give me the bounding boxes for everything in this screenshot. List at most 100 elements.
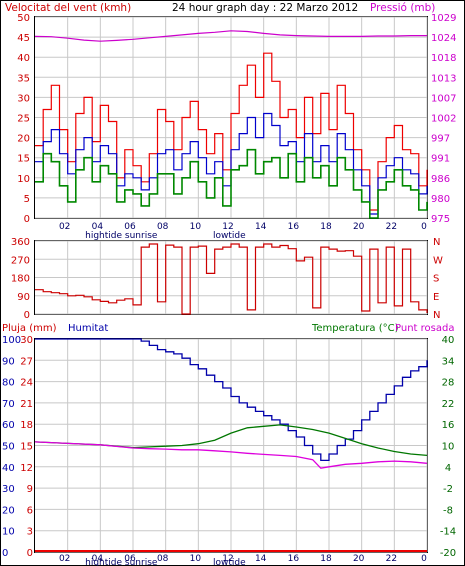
humidity-tick-label: 100 — [2, 335, 21, 346]
direction-tick-label: 0 — [24, 310, 30, 321]
top-hour-label: 20 — [353, 222, 365, 232]
compass-tick-label: W — [433, 255, 443, 266]
pressure-tick-label: 1007 — [431, 93, 456, 104]
dewpoint-line — [34, 441, 428, 469]
pressure-tick-label: 991 — [431, 154, 450, 165]
top-hour-label: 06 — [124, 222, 136, 232]
pressure-tick-label: 1013 — [431, 73, 456, 84]
wind_avg-line — [35, 112, 428, 215]
bottom-hour-label: 04 — [92, 554, 104, 564]
bottom-hour-label: 06 — [124, 554, 136, 564]
rain-tick-label: 24 — [20, 378, 33, 389]
bottom-hour-label: 08 — [157, 554, 169, 564]
temperature-tick-label: 22 — [442, 399, 455, 410]
direction-tick-label: 180 — [11, 274, 30, 285]
temperature-tick-label: -14 — [440, 527, 456, 538]
bottom-lowtide-label: lowtide — [213, 558, 246, 566]
bottom-hour-label: 10 — [190, 554, 202, 564]
wind_min-line — [35, 148, 428, 219]
pressure-tick-label: 980 — [431, 194, 450, 205]
wind-tick-label: 25 — [17, 114, 30, 125]
humidity-series — [34, 338, 428, 552]
humidity-axes: 0 0 -20 10 3 -14 20 6 -8 30 9 -2 40 12 4 50 15 10 60 18 16 70… — [2, 335, 456, 559]
rain-tick-label: 6 — [27, 505, 33, 516]
top-hour-label: 04 — [92, 222, 104, 232]
compass-tick-label: E — [433, 292, 439, 303]
rain-tick-label: 27 — [20, 356, 33, 367]
top-hour-label: 14 — [255, 222, 267, 232]
compass-tick-label: N — [433, 310, 440, 321]
bottom-hour-label: 18 — [320, 554, 332, 564]
wind-tick-label: 45 — [17, 33, 30, 44]
pressure-axis-title: Pressió (mb) — [370, 2, 435, 14]
pressure-tick-label: 1029 — [431, 13, 456, 24]
pressure-tick-label: 1024 — [431, 33, 456, 44]
humidity-tick-label: 70 — [2, 399, 15, 410]
direction-tick-label: 360 — [11, 237, 30, 248]
bottom-hour-label: 14 — [255, 554, 267, 564]
pressure-tick-label: 1018 — [431, 53, 456, 64]
wind-tick-label: 35 — [17, 73, 30, 84]
wind-tick-label: 0 — [24, 214, 30, 225]
wind-axes: 0 5 10 15 20 25 30 35 40 45 50 975 980 986 991 997 1002 1… — [17, 13, 456, 225]
top-lowtide-label: lowtide — [213, 231, 246, 241]
top-sunrise-label: sunrise — [125, 231, 158, 241]
humidity-tick-label: 60 — [2, 420, 15, 431]
hour-tick-labels-bottom: 02 04 06 08 10 12 14 16 18 20 22 0 — [59, 554, 427, 564]
top-hightide-label: hightide — [85, 231, 122, 241]
top-hour-label: 02 — [59, 222, 70, 232]
bottom-hour-label: 12 — [222, 554, 233, 564]
direction-tick-label: 90 — [17, 292, 30, 303]
pressure-tick-label: 997 — [431, 134, 450, 145]
rain-tick-label: 30 — [20, 335, 33, 346]
direction-tick-label: 270 — [11, 255, 30, 266]
temperature-tick-label: 28 — [442, 378, 455, 389]
graph-title: 24 hour graph day : 22 Marzo 2012 — [172, 2, 358, 14]
top-hour-label: 0 — [421, 222, 427, 232]
temperature-tick-label: -2 — [443, 484, 453, 495]
rain-tick-label: 12 — [20, 463, 33, 474]
dewpoint-axis-title: Punt rosada — [395, 323, 454, 334]
humidity-tick-label: 90 — [2, 356, 15, 367]
humidity-tick-label: 50 — [2, 442, 15, 453]
humidity-axis-title: Humitat — [68, 323, 108, 334]
top-hour-label: 08 — [157, 222, 169, 232]
compass-tick-label: N — [433, 237, 440, 248]
bottom-sunrise-label: sunrise — [125, 558, 158, 566]
temperature-tick-label: -20 — [440, 548, 456, 559]
temperature-tick-label: 40 — [442, 335, 455, 346]
wind-series — [34, 30, 428, 219]
wind-tick-label: 30 — [17, 93, 30, 104]
wind-tick-label: 20 — [17, 134, 30, 145]
pressure-tick-label: 975 — [431, 214, 450, 225]
bottom-hour-label: 16 — [288, 554, 300, 564]
temperature-tick-label: -8 — [443, 505, 453, 516]
rain-tick-label: 3 — [27, 527, 33, 538]
humidity-tick-label: 80 — [2, 378, 15, 389]
temperature-line — [34, 424, 428, 457]
temperature-tick-label: 34 — [442, 356, 455, 367]
rain-tick-label: 21 — [20, 399, 33, 410]
hour-tick-labels-top: 02 04 06 08 10 12 14 16 18 20 22 0 — [59, 222, 427, 232]
bottom-hightide-label: hightide — [85, 558, 122, 566]
wind-axis-title: Velocitat del vent (kmh) — [5, 2, 131, 14]
bottom-hour-label: 20 — [353, 554, 365, 564]
top-hour-label: 10 — [190, 222, 202, 232]
wind-tick-label: 50 — [17, 13, 30, 24]
wind-tick-label: 40 — [17, 53, 30, 64]
humidity-tick-label: 20 — [2, 505, 15, 516]
temperature-tick-label: 10 — [442, 442, 455, 453]
rain-tick-label: 18 — [20, 420, 33, 431]
humidity-tick-label: 40 — [2, 463, 15, 474]
temperature-axis-title: Temperatura (°C) — [311, 323, 399, 334]
compass-tick-label: S — [433, 274, 439, 285]
wind-tick-label: 5 — [24, 194, 30, 205]
temperature-tick-label: 16 — [442, 420, 455, 431]
humidity-tick-label: 30 — [2, 484, 15, 495]
humidity-grid — [35, 338, 428, 553]
top-hour-label: 22 — [386, 222, 397, 232]
pressure-tick-label: 986 — [431, 174, 450, 185]
wind-tick-label: 10 — [17, 174, 30, 185]
